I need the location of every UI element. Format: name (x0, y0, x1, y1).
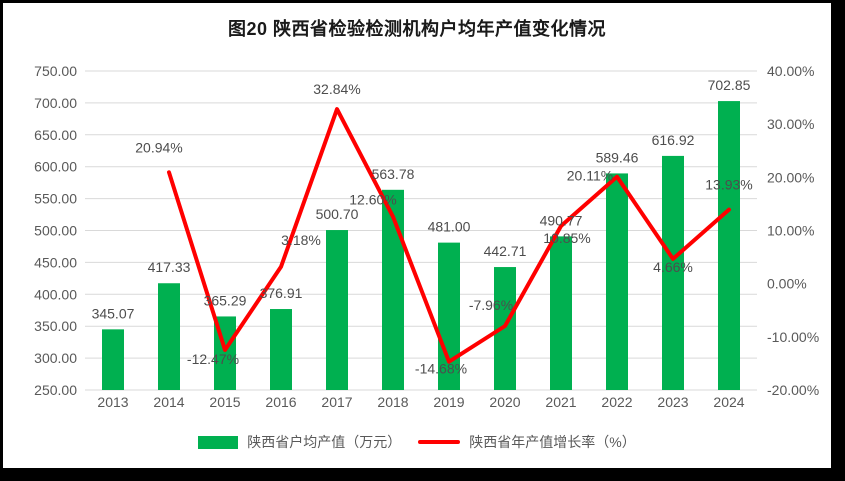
x-axis-year-label: 2013 (97, 394, 128, 410)
growth-line (167, 107, 731, 364)
y-axis-tick-label-right: 40.00% (767, 63, 814, 79)
plot-svg: 750.00 700.00 650.00 600.00 550.00 500.00 450.… (34, 63, 819, 410)
y-axis-tick-label-left: 550.00 (34, 191, 77, 207)
line-point-label: 3.18% (281, 232, 321, 248)
bar-2018 (382, 189, 404, 390)
bar-value-label: 365.29 (204, 292, 247, 308)
bar-2016 (270, 309, 292, 390)
x-axis-year-label: 2022 (601, 394, 632, 410)
line-point-label: -7.96% (469, 297, 513, 313)
bar-2013 (102, 329, 124, 390)
line-point-label: 12.60% (349, 192, 396, 208)
bar-2019 (438, 242, 460, 390)
y-axis-tick-label-left: 350.00 (34, 318, 77, 334)
y-axis-tick-label-right: -20.00% (767, 382, 819, 398)
y-axis-tick-label-left: 450.00 (34, 254, 77, 270)
y-axis-tick-label-left: 650.00 (34, 127, 77, 143)
bar-value-label: 481.00 (428, 219, 471, 235)
x-axis-year-label: 2014 (153, 394, 184, 410)
y-axis-tick-label-left: 750.00 (34, 63, 77, 79)
legend-line-swatch-icon (418, 440, 461, 444)
bar-value-label: 616.92 (652, 132, 695, 148)
y-axis-tick-label-left: 700.00 (34, 95, 77, 111)
legend-bar-label: 陕西省户均产值（万元） (247, 434, 402, 450)
x-axis-year-label: 2024 (713, 394, 744, 410)
legend-line-label: 陕西省年产值增长率（%） (469, 434, 636, 450)
line-point-label: -14.68% (415, 361, 467, 377)
y-axis-tick-label-left: 250.00 (34, 382, 77, 398)
y-axis-tick-label-right: 20.00% (767, 169, 814, 185)
line-point-label: 13.93% (705, 177, 752, 193)
line-point-label: 32.84% (313, 81, 360, 97)
bar-value-label: 442.71 (484, 243, 527, 259)
x-axis-year-label: 2021 (545, 394, 576, 410)
y-axis-tick-label-right: 10.00% (767, 223, 814, 239)
x-axis-year-label: 2019 (433, 394, 464, 410)
bar-2017 (326, 230, 348, 390)
x-axis-year-label: 2016 (265, 394, 296, 410)
y-axis-tick-label-left: 600.00 (34, 159, 77, 175)
y-axis-tick-label-right: -10.00% (767, 329, 819, 345)
y-axis-tick-label-left: 300.00 (34, 350, 77, 366)
y-axis-tick-label-left: 500.00 (34, 223, 77, 239)
chart-surface: 750.00 700.00 650.00 600.00 550.00 500.00 450.… (3, 3, 831, 468)
line-point-label: 20.94% (135, 139, 182, 155)
bar-value-label: 702.85 (708, 77, 751, 93)
bar-value-label: 376.91 (260, 285, 303, 301)
x-axis-year-label: 2023 (657, 394, 688, 410)
bar-2020 (494, 267, 516, 390)
line-point-label: 10.85% (543, 230, 590, 246)
line-point-label: 20.11% (567, 168, 613, 184)
line-point-label: 4.66% (653, 259, 693, 275)
x-axis-year-label: 2015 (209, 394, 240, 410)
bar-2021 (550, 236, 572, 390)
x-axis-year-label: 2020 (489, 394, 520, 410)
bar-2023 (662, 155, 684, 390)
bar-value-label: 500.70 (316, 206, 359, 222)
bar-value-label: 490.77 (540, 212, 583, 228)
x-axis-year-label: 2018 (377, 394, 408, 410)
x-axis-year-label: 2017 (321, 394, 352, 410)
y-axis-tick-label-right: 30.00% (767, 116, 814, 132)
legend-bar-swatch-icon (198, 435, 239, 449)
y-axis-tick-label-right: 0.00% (767, 276, 807, 292)
bar-value-label: 345.07 (92, 305, 135, 321)
bar-2014 (158, 283, 180, 390)
chart-title: 图20 陕西省检验检测机构户均年产值变化情况 (227, 19, 607, 39)
y-axis-tick-label-left: 400.00 (34, 286, 77, 302)
bar-2024 (718, 101, 740, 391)
bar-value-label: 417.33 (148, 259, 191, 275)
line-point-label: -12.47% (187, 351, 239, 367)
bar-2022 (606, 173, 628, 390)
bar-value-label: 563.78 (372, 166, 415, 182)
legend: 陕西省户均产值（万元） 陕西省年产值增长率（%） (3, 432, 831, 452)
bar-value-label: 589.46 (596, 149, 639, 165)
